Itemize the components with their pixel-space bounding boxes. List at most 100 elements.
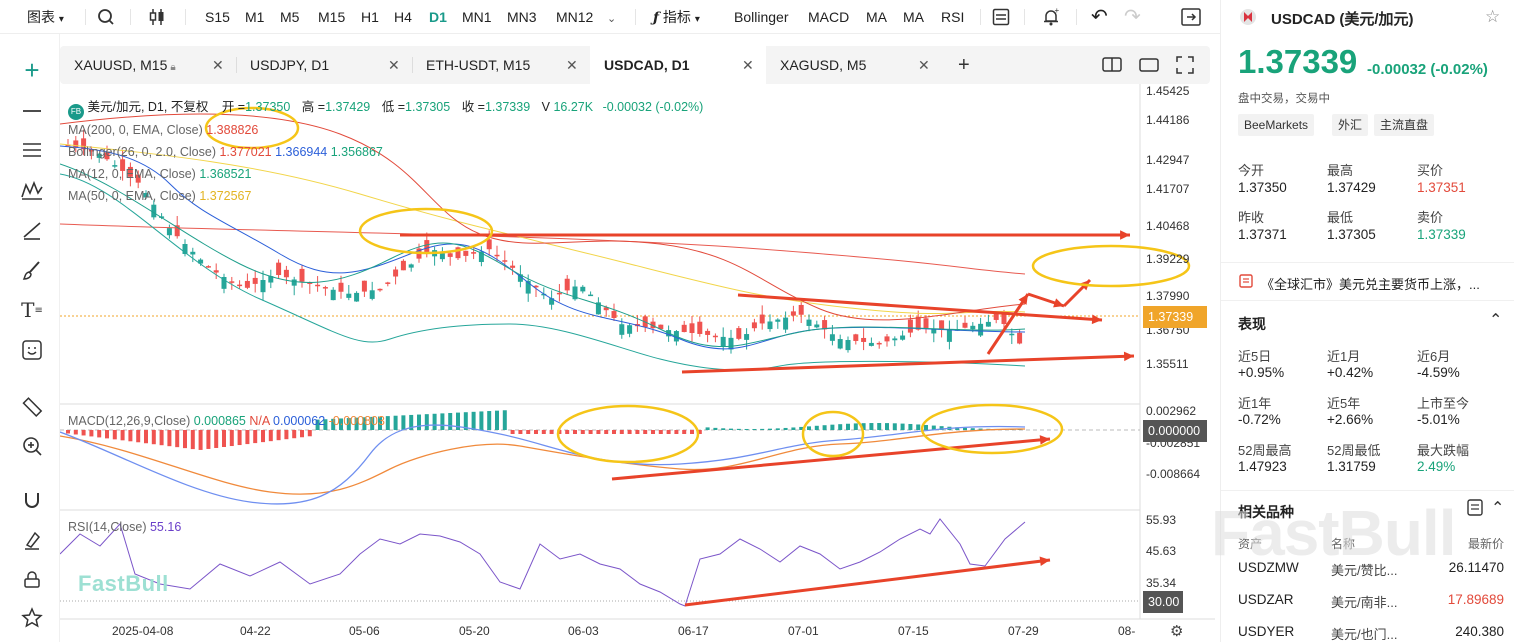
search-icon[interactable] bbox=[97, 0, 115, 34]
related-asset[interactable]: USDYER bbox=[1238, 624, 1295, 639]
timeframe-m5[interactable]: M5 bbox=[280, 9, 300, 25]
indicators-button[interactable]: ƒ 指标 ▾ bbox=[653, 9, 700, 26]
related-name: 美元/也门... bbox=[1331, 627, 1398, 642]
more-timeframes-chevron-icon[interactable]: ⌄ bbox=[607, 13, 617, 25]
collapse-related-icon[interactable]: ⌃ bbox=[1491, 500, 1505, 517]
ma50-legend[interactable]: MA(50, 0, EMA, Close) 1.372567 bbox=[68, 189, 251, 203]
timeframe-mn1[interactable]: MN1 bbox=[462, 9, 492, 25]
macd-histogram-bar bbox=[908, 423, 913, 430]
study-ma-2[interactable]: MA bbox=[866, 9, 887, 25]
time-axis-label: 08- bbox=[1118, 624, 1136, 638]
related-asset[interactable]: USDZAR bbox=[1238, 592, 1294, 607]
tab-close-icon[interactable]: ✕ bbox=[918, 57, 930, 73]
layout-toggle-icon[interactable] bbox=[1102, 56, 1122, 77]
timeframe-d1[interactable]: D1 bbox=[429, 9, 447, 25]
chart-type-select[interactable]: 图表 ▾ bbox=[27, 0, 64, 34]
ruler-icon[interactable] bbox=[18, 392, 46, 420]
macd-histogram-bar bbox=[432, 413, 437, 430]
fastbull-logo: FastBull bbox=[78, 571, 169, 596]
macd-histogram-bar bbox=[846, 423, 850, 430]
timeframe-h4[interactable]: H4 bbox=[394, 9, 412, 25]
tab-xauusd[interactable]: XAUUSD, M15 🔒︎ bbox=[60, 46, 236, 84]
perf-label-7: 52周最低 bbox=[1327, 443, 1381, 458]
ma12-legend[interactable]: MA(12, 0, EMA, Close) 1.368521 bbox=[68, 167, 251, 181]
chart-area[interactable]: FB 美元/加元, D1, 不复权 开 =1.37350 高 =1.37429 … bbox=[60, 84, 1215, 642]
candle-body bbox=[611, 311, 617, 318]
macd-histogram-bar bbox=[190, 430, 195, 450]
candle-body bbox=[829, 334, 835, 341]
crosshair-icon[interactable]: + bbox=[24, 54, 40, 85]
timeframe-mn3[interactable]: MN3 bbox=[507, 9, 537, 25]
macd-divergence-arrow bbox=[611, 437, 1051, 481]
related-price: 17.89689 bbox=[1447, 592, 1504, 607]
tab-eth-usdt[interactable]: ETH-USDT, M15 bbox=[412, 46, 590, 84]
timeframe-m1[interactable]: M1 bbox=[245, 9, 265, 25]
timeframe-m15[interactable]: M15 bbox=[318, 9, 346, 25]
collapse-panel-icon[interactable] bbox=[1181, 0, 1201, 34]
macd-histogram-bar bbox=[822, 425, 827, 430]
watchlist-star-icon[interactable]: ☆ bbox=[1485, 7, 1501, 26]
fib-icon[interactable] bbox=[18, 216, 46, 244]
ma200-line bbox=[60, 223, 1026, 275]
collapse-performance-icon[interactable]: ⌃ bbox=[1489, 312, 1503, 329]
text-tool-icon[interactable]: T ≡ bbox=[21, 298, 43, 322]
related-note-icon[interactable] bbox=[1467, 499, 1483, 520]
candle-body bbox=[447, 253, 453, 257]
candle-body bbox=[985, 321, 991, 327]
macd-histogram-bar bbox=[744, 428, 749, 430]
undo-icon[interactable]: ↶ bbox=[1091, 6, 1108, 28]
brush-icon[interactable] bbox=[18, 256, 46, 284]
news-headline[interactable]: 《全球汇市》美元兑主要货币上涨，... bbox=[1261, 277, 1480, 292]
rsi-line bbox=[60, 518, 1026, 607]
related-col-0: 资产 bbox=[1238, 537, 1263, 551]
layout-icon[interactable] bbox=[992, 0, 1010, 34]
candle-body bbox=[884, 336, 890, 342]
study-bollinger-0[interactable]: Bollinger bbox=[734, 9, 789, 25]
macd-histogram-bar bbox=[955, 427, 960, 430]
candle-body bbox=[174, 225, 180, 237]
trendline-icon[interactable] bbox=[18, 96, 46, 124]
study-ma-3[interactable]: MA bbox=[903, 9, 924, 25]
macd-legend[interactable]: MACD(12,26,9,Close) 0.000865 N/A 0.00006… bbox=[68, 414, 385, 428]
chart-settings-gear-icon[interactable]: ⚙ bbox=[1170, 623, 1184, 640]
tab-xagusd[interactable]: XAGUSD, M5 bbox=[766, 46, 942, 84]
bollinger-legend[interactable]: Bollinger(26, 0, 2.0, Close) 1.377021 1.… bbox=[68, 145, 383, 159]
tab-close-icon[interactable]: ✕ bbox=[566, 57, 578, 73]
tab-usdcad[interactable]: USDCAD, D1 bbox=[590, 46, 766, 84]
tab-close-icon[interactable]: ✕ bbox=[212, 57, 224, 73]
tab-close-icon[interactable]: ✕ bbox=[388, 57, 400, 73]
emoji-icon[interactable] bbox=[18, 336, 46, 364]
horizontal-lines-icon[interactable] bbox=[18, 136, 46, 164]
rsi-legend[interactable]: RSI(14,Close) 55.16 bbox=[68, 520, 181, 534]
alert-bell-icon[interactable]: + bbox=[1041, 0, 1061, 34]
macd-histogram-bar bbox=[159, 430, 164, 446]
study-macd-1[interactable]: MACD bbox=[808, 9, 850, 25]
related-asset[interactable]: USDZMW bbox=[1238, 560, 1299, 575]
timeframe-mn12[interactable]: MN12 bbox=[556, 9, 594, 25]
magnet-icon[interactable] bbox=[18, 486, 46, 514]
zoom-in-icon[interactable] bbox=[18, 432, 46, 460]
timeframe-s15[interactable]: S15 bbox=[205, 9, 230, 25]
descending-trend-arrow-head bbox=[1091, 314, 1102, 325]
study-rsi-4[interactable]: RSI bbox=[941, 9, 965, 25]
candle-body bbox=[315, 284, 321, 287]
redo-icon[interactable]: ↷ bbox=[1124, 6, 1141, 28]
macd-histogram-bar bbox=[573, 430, 577, 434]
eraser-icon[interactable] bbox=[18, 566, 46, 594]
timeframe-h1[interactable]: H1 bbox=[361, 9, 379, 25]
ma200-legend[interactable]: MA(200, 0, EMA, Close) 1.388826 bbox=[68, 123, 258, 137]
candlestick-icon[interactable] bbox=[148, 0, 166, 34]
macd-histogram-bar bbox=[939, 426, 944, 430]
add-tab-icon[interactable]: + bbox=[958, 54, 970, 76]
lock-drawing-icon[interactable] bbox=[18, 526, 46, 554]
favorite-star-icon[interactable] bbox=[18, 604, 46, 632]
candle-body bbox=[720, 336, 726, 347]
candle-body bbox=[88, 149, 94, 152]
wave-pattern-icon[interactable] bbox=[18, 176, 46, 204]
tab-usdjpy[interactable]: USDJPY, D1 bbox=[236, 46, 412, 84]
candle-body bbox=[283, 269, 289, 278]
fullscreen-icon[interactable] bbox=[1176, 56, 1194, 77]
candle-body bbox=[907, 319, 913, 333]
tab-close-icon[interactable]: ✕ bbox=[742, 57, 754, 73]
window-icon[interactable] bbox=[1139, 56, 1159, 77]
